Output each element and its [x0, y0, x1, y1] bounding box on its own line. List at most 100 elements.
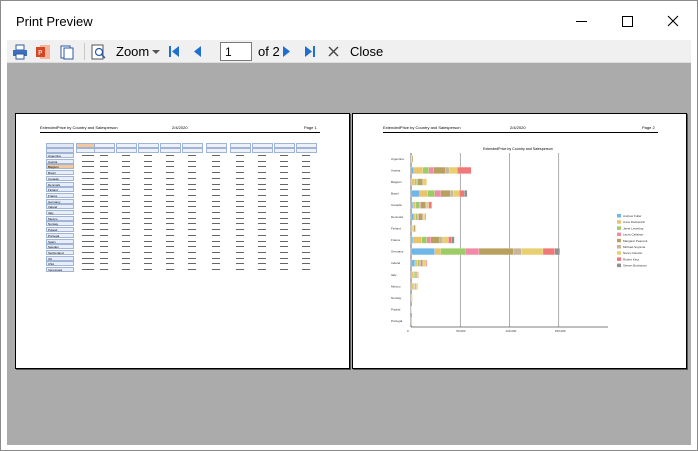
maximize-button[interactable] [604, 1, 650, 41]
table-cell [166, 217, 174, 219]
y-tick-label: Poland [391, 308, 401, 312]
table-cell [258, 240, 266, 242]
zoom-button[interactable]: Zoom [116, 42, 149, 61]
bar-segment [420, 201, 426, 209]
table-header-cell [116, 148, 137, 153]
row-label: France [46, 192, 74, 198]
table-cell [144, 206, 152, 208]
bar-segment [410, 178, 416, 186]
print-button[interactable] [12, 42, 30, 61]
bar-segment [423, 213, 425, 221]
bar-segment [415, 201, 420, 209]
bar-segment [424, 213, 426, 221]
table-cell [166, 194, 174, 196]
table-cell [166, 166, 174, 168]
table-cell [188, 240, 196, 242]
table-cell [122, 189, 130, 191]
table-cell [82, 177, 94, 179]
last-page-button[interactable] [304, 42, 318, 61]
table-cell [258, 194, 266, 196]
bar-segment [430, 236, 440, 244]
table-cell [212, 172, 220, 174]
bar-segment [428, 166, 434, 174]
y-tick-label: Mexico [391, 284, 401, 288]
previous-page-button[interactable] [192, 42, 204, 61]
preview-page-2: ExtendedPrice by Country and Salesperson… [352, 113, 687, 369]
table-cell [100, 257, 108, 259]
bar-segment [417, 259, 420, 267]
table-cell [280, 194, 288, 196]
minimize-button[interactable] [558, 1, 604, 41]
table-cell [188, 229, 196, 231]
table-cell [100, 200, 108, 202]
table-cell [188, 177, 196, 179]
page-number-input[interactable] [220, 42, 252, 61]
table-cell [188, 263, 196, 265]
row-label: Canada [46, 175, 74, 181]
zoom-icon-button[interactable] [91, 42, 109, 61]
table-cell [82, 234, 94, 236]
table-cell [236, 229, 244, 231]
table-cell [280, 155, 288, 156]
close-window-button[interactable] [650, 1, 696, 41]
legend-swatch [617, 220, 621, 224]
header-rule [383, 132, 658, 133]
table-cell [212, 223, 220, 225]
minimize-icon [575, 20, 587, 22]
table-cell [236, 183, 244, 185]
table-cell [166, 240, 174, 242]
close-preview-icon-button[interactable] [328, 42, 342, 61]
export-button[interactable]: P [35, 42, 53, 61]
bar-segment [410, 213, 415, 221]
row-label: UK [46, 255, 74, 261]
legend-swatch [617, 214, 621, 218]
table-cell [212, 257, 220, 259]
zoom-dropdown[interactable] [152, 42, 162, 61]
table-cell [166, 212, 174, 213]
next-page-button[interactable] [282, 42, 294, 61]
bar-segment [414, 259, 418, 267]
table-cell [236, 177, 244, 179]
y-tick-label: Norway [391, 296, 402, 300]
table-cell [144, 251, 152, 253]
table-cell [122, 194, 130, 196]
table-cell [302, 206, 310, 208]
table-cell [236, 160, 244, 162]
bar-segment [425, 259, 427, 267]
table-cell [258, 177, 266, 179]
bar-segment [410, 283, 413, 290]
bar-segment [426, 201, 429, 209]
table-cell [280, 251, 288, 253]
table-header-cell [182, 148, 203, 153]
table-cell [280, 212, 288, 213]
bar-segment [412, 236, 422, 244]
legend-swatch [617, 263, 621, 268]
y-tick-label: Canada [391, 203, 402, 207]
bar-segment [422, 178, 424, 186]
table-row: Finland [46, 187, 317, 193]
legend-label: Margaret Peacock [623, 239, 648, 243]
first-page-button[interactable] [168, 42, 182, 61]
table-cell [188, 212, 196, 213]
table-cell [122, 155, 130, 156]
bar-segment [415, 271, 418, 279]
table-cell [236, 217, 244, 219]
table-row: Germany [46, 198, 317, 204]
table-corner-cell [46, 143, 74, 148]
table-header-cell [206, 148, 227, 153]
table-cell [212, 155, 220, 156]
preview-canvas[interactable]: ExtendedPrice by Country and Salesperson… [7, 63, 691, 445]
table-cell [122, 206, 130, 208]
bar-segment [414, 178, 418, 186]
table-cell [302, 269, 310, 270]
close-preview-button[interactable]: Close [350, 42, 383, 61]
table-cell [100, 155, 108, 156]
page-setup-button[interactable] [59, 42, 77, 61]
table-cell [212, 177, 220, 179]
table-cell [144, 240, 152, 242]
bar-segment [453, 190, 460, 198]
table-cell [100, 194, 108, 196]
table-cell [188, 155, 196, 156]
table-cell [280, 263, 288, 265]
y-tick-label: France [391, 238, 401, 242]
